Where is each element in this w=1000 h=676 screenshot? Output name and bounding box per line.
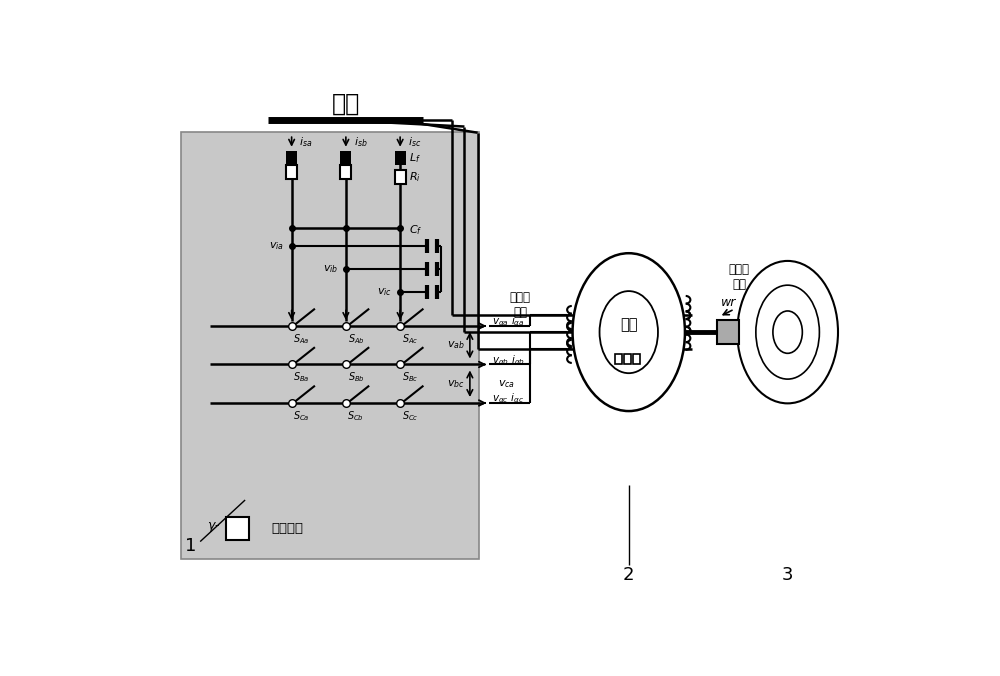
Text: $i_{sa}$: $i_{sa}$ — [299, 135, 313, 149]
Bar — [181, 132, 479, 559]
Bar — [226, 517, 249, 540]
Text: $v_{ia}$: $v_{ia}$ — [269, 240, 284, 251]
Text: $S_{Cc}$: $S_{Cc}$ — [402, 409, 418, 423]
Text: $v_{\alpha b}\ i_{\alpha b}$: $v_{\alpha b}\ i_{\alpha b}$ — [492, 353, 525, 367]
Text: $S_{Bc}$: $S_{Bc}$ — [402, 370, 418, 385]
Text: $v_{ic}$: $v_{ic}$ — [377, 286, 392, 298]
Text: 2: 2 — [623, 566, 635, 583]
Ellipse shape — [773, 311, 802, 354]
Text: $v_{ab}$: $v_{ab}$ — [447, 339, 464, 351]
Text: $i_{sb}$: $i_{sb}$ — [354, 135, 367, 149]
Text: 3: 3 — [782, 566, 793, 583]
Ellipse shape — [573, 254, 685, 411]
Text: $L_f$: $L_f$ — [409, 151, 421, 165]
Ellipse shape — [600, 291, 658, 373]
Bar — [717, 320, 739, 345]
Bar — [340, 165, 351, 179]
Text: $v_{bc}$: $v_{bc}$ — [447, 378, 464, 389]
Bar — [395, 151, 406, 165]
Bar — [615, 354, 622, 364]
Text: $v_{\alpha c}\ i_{\alpha c}$: $v_{\alpha c}\ i_{\alpha c}$ — [492, 391, 524, 405]
Bar — [395, 170, 406, 183]
Text: $S_{Bb}$: $S_{Bb}$ — [348, 370, 364, 385]
Text: 控制侧
定子: 控制侧 定子 — [510, 291, 531, 319]
Text: $S_{Ab}$: $S_{Ab}$ — [348, 332, 364, 346]
Bar — [624, 354, 631, 364]
Text: $S_{Ba}$: $S_{Ba}$ — [293, 370, 310, 385]
Text: wr: wr — [721, 296, 736, 310]
Text: 双向开关: 双向开关 — [272, 522, 304, 535]
Text: 功率侧
定子: 功率侧 定子 — [729, 263, 750, 291]
Bar — [286, 151, 297, 165]
Text: $S_{Cb}$: $S_{Cb}$ — [347, 409, 364, 423]
Ellipse shape — [756, 285, 819, 379]
Text: $S_{Ac}$: $S_{Ac}$ — [402, 332, 418, 346]
Text: $v_{ib}$: $v_{ib}$ — [323, 263, 338, 275]
Text: $S_{Ca}$: $S_{Ca}$ — [293, 409, 310, 423]
Bar — [633, 354, 640, 364]
Ellipse shape — [737, 261, 838, 404]
Text: $v_{ca}$: $v_{ca}$ — [498, 378, 515, 389]
Text: $S_{Aa}$: $S_{Aa}$ — [293, 332, 310, 346]
Bar — [340, 151, 351, 165]
Text: 转子: 转子 — [620, 317, 638, 332]
Text: $v_{\alpha a}\ i_{\alpha a}$: $v_{\alpha a}\ i_{\alpha a}$ — [492, 314, 525, 329]
Text: 电网: 电网 — [332, 91, 360, 116]
Text: $C_f$: $C_f$ — [409, 223, 423, 237]
Text: 1: 1 — [185, 537, 197, 555]
Text: $i_{sc}$: $i_{sc}$ — [408, 135, 421, 149]
Text: $\gamma$-: $\gamma$- — [207, 520, 221, 534]
Text: $R_i$: $R_i$ — [409, 170, 421, 183]
Bar — [286, 165, 297, 179]
